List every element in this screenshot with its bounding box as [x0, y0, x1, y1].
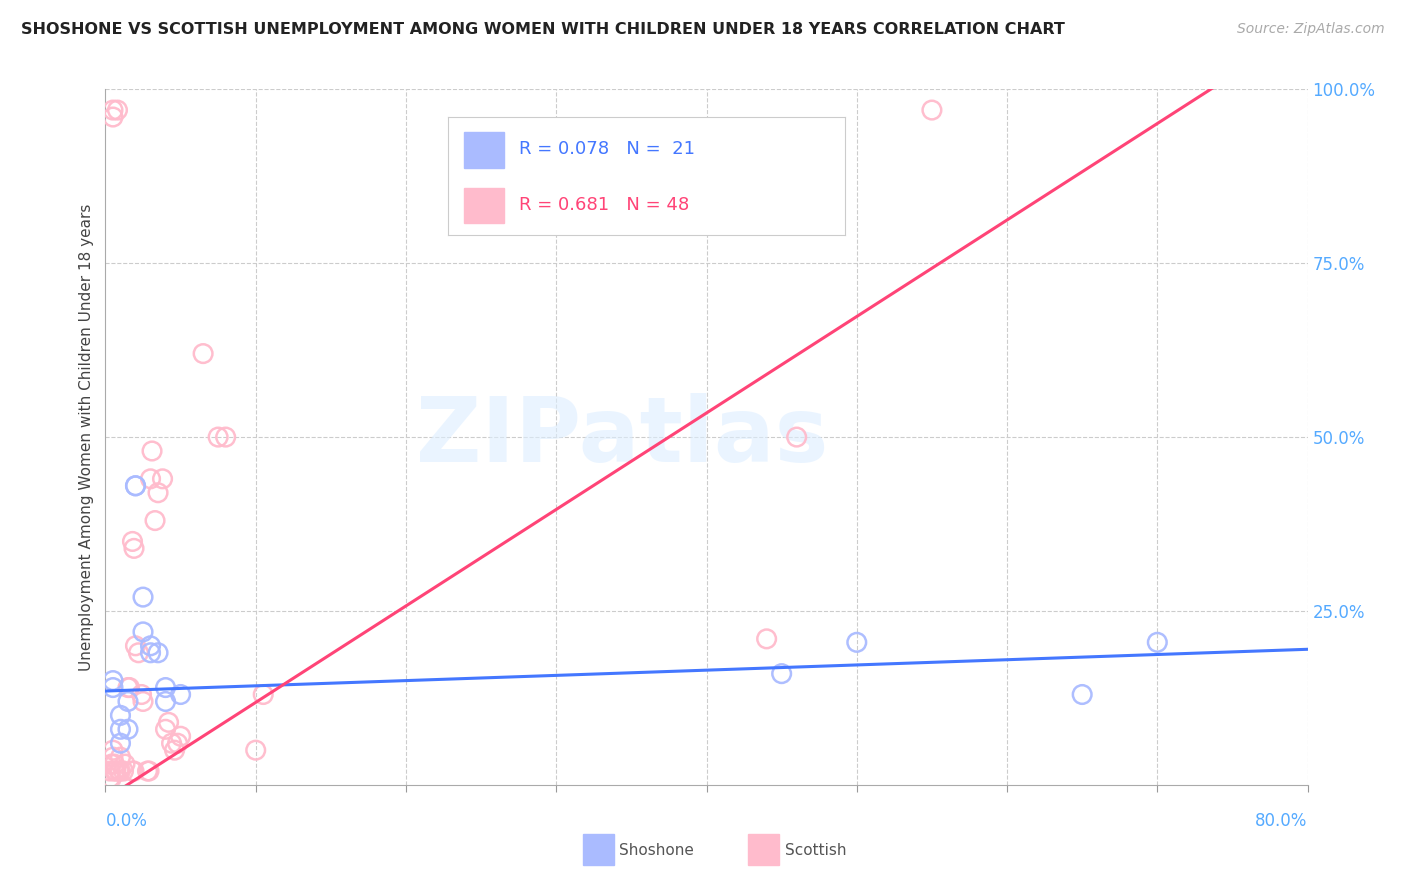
Point — [245, 743, 267, 757]
Point — [121, 764, 143, 778]
Text: 80.0%: 80.0% — [1256, 812, 1308, 830]
Point — [160, 736, 183, 750]
Point — [101, 750, 124, 764]
Point — [100, 771, 122, 785]
Point — [1146, 635, 1168, 649]
Point — [155, 694, 177, 708]
Point — [146, 485, 169, 500]
Point — [157, 715, 180, 730]
Point — [124, 639, 146, 653]
Point — [100, 757, 122, 772]
Point — [124, 479, 146, 493]
Point — [98, 764, 121, 778]
Text: ZIPatlas: ZIPatlas — [416, 393, 828, 481]
Point — [132, 590, 155, 604]
Point — [252, 688, 274, 702]
Point — [152, 472, 174, 486]
Point — [110, 750, 132, 764]
Text: Scottish: Scottish — [785, 843, 846, 857]
Point — [141, 444, 163, 458]
Point — [124, 479, 146, 493]
Point — [98, 771, 121, 785]
Point — [143, 514, 166, 528]
Point — [103, 757, 125, 772]
Point — [128, 646, 150, 660]
Point — [114, 757, 136, 772]
Text: SHOSHONE VS SCOTTISH UNEMPLOYMENT AMONG WOMEN WITH CHILDREN UNDER 18 YEARS CORRE: SHOSHONE VS SCOTTISH UNEMPLOYMENT AMONG … — [21, 22, 1064, 37]
Point — [117, 723, 139, 737]
Point — [110, 764, 132, 778]
Point — [921, 103, 943, 117]
Y-axis label: Unemployment Among Women with Children Under 18 years: Unemployment Among Women with Children U… — [79, 203, 94, 671]
Point — [155, 681, 177, 695]
Point — [132, 694, 155, 708]
Point — [104, 764, 127, 778]
Point — [121, 534, 143, 549]
Point — [139, 646, 162, 660]
Point — [122, 764, 145, 778]
Point — [122, 541, 145, 556]
Point — [845, 635, 868, 649]
Point — [110, 708, 132, 723]
Point — [1071, 688, 1094, 702]
Point — [101, 673, 124, 688]
Point — [101, 743, 124, 757]
Point — [131, 688, 153, 702]
Point — [136, 764, 159, 778]
Point — [101, 103, 124, 117]
Text: Shoshone: Shoshone — [619, 843, 693, 857]
Point — [110, 736, 132, 750]
Point — [146, 646, 169, 660]
Text: 0.0%: 0.0% — [105, 812, 148, 830]
Point — [770, 666, 793, 681]
Point — [163, 743, 186, 757]
Point — [117, 694, 139, 708]
Point — [139, 639, 162, 653]
Point — [110, 723, 132, 737]
Point — [132, 624, 155, 639]
Point — [169, 729, 191, 743]
Point — [112, 764, 135, 778]
Point — [207, 430, 229, 444]
Point — [108, 764, 131, 778]
Text: Source: ZipAtlas.com: Source: ZipAtlas.com — [1237, 22, 1385, 37]
Point — [786, 430, 808, 444]
Point — [101, 681, 124, 695]
Point — [101, 110, 124, 124]
Point — [155, 723, 177, 737]
Point — [191, 346, 214, 360]
Point — [138, 764, 160, 778]
Point — [214, 430, 236, 444]
Point — [139, 472, 162, 486]
Point — [169, 688, 191, 702]
Point — [117, 681, 139, 695]
Point — [103, 764, 125, 778]
Point — [166, 736, 188, 750]
Point — [755, 632, 778, 646]
Point — [118, 681, 141, 695]
Point — [107, 103, 129, 117]
